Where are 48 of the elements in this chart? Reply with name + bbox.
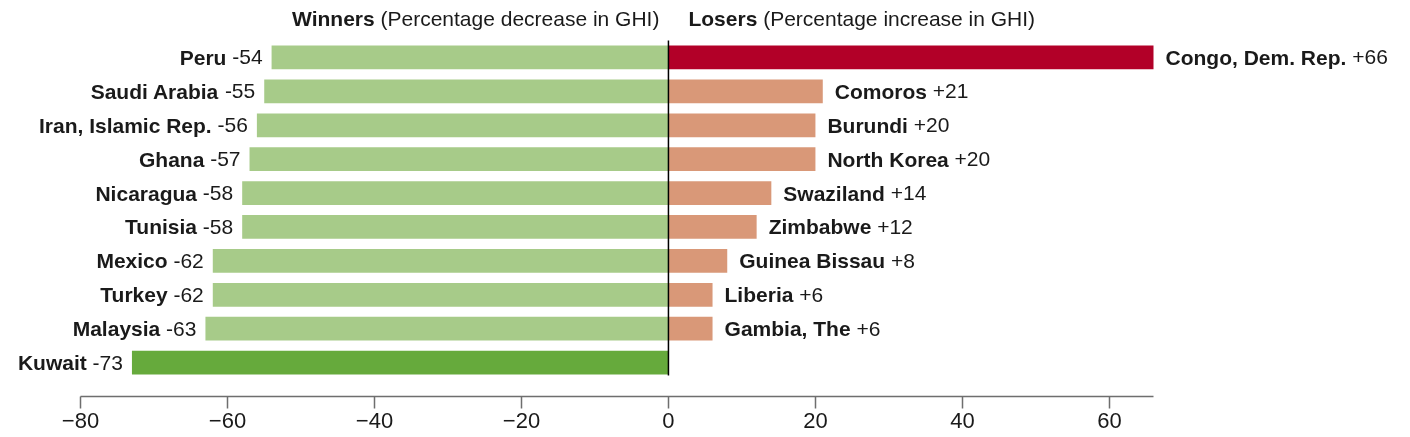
x-tick-label: −80 <box>61 407 100 433</box>
data-label: Turkey -62 <box>100 282 204 307</box>
bar <box>271 45 669 70</box>
data-label: Swaziland +14 <box>783 181 927 205</box>
data-label: Burundi +20 <box>827 113 950 137</box>
bar <box>668 45 1154 70</box>
data-label: Nicaragua -58 <box>95 181 234 205</box>
bar <box>256 113 669 138</box>
bar <box>212 282 669 307</box>
data-label: Kuwait -73 <box>17 350 123 375</box>
data-label: Mexico -62 <box>96 248 204 273</box>
bar <box>242 215 669 239</box>
bar <box>668 113 816 138</box>
data-label: Zimbabwe +12 <box>768 214 913 239</box>
x-tick-label: −40 <box>355 407 394 433</box>
bar <box>264 79 669 104</box>
bar <box>668 181 772 205</box>
data-label: Gambia, The +6 <box>724 316 881 341</box>
bar <box>212 249 669 273</box>
data-label: Liberia +6 <box>724 282 824 307</box>
bar <box>668 249 728 273</box>
x-tick-label: 60 <box>1097 407 1122 433</box>
data-label: Malaysia -63 <box>72 316 197 341</box>
x-tick-label: −20 <box>502 407 541 433</box>
x-tick-label: −60 <box>208 407 247 433</box>
data-label: Peru -54 <box>179 45 263 69</box>
x-tick-label: 20 <box>803 407 828 433</box>
bar <box>249 147 669 172</box>
data-label: Guinea Bissau +8 <box>739 248 915 273</box>
x-tick-label: 0 <box>662 407 675 433</box>
x-tick-label: 40 <box>950 407 975 433</box>
bar <box>668 215 757 239</box>
data-label: Tunisia -58 <box>125 214 234 239</box>
data-label: North Korea +20 <box>827 147 991 171</box>
data-label: Saudi Arabia -55 <box>90 79 256 103</box>
bar <box>131 350 669 375</box>
bar <box>668 316 713 341</box>
bar <box>668 282 713 307</box>
series-label: Winners (Percentage decrease in GHI) <box>292 6 660 30</box>
bar <box>205 316 669 341</box>
bar <box>668 79 823 104</box>
data-label: Comoros +21 <box>834 79 969 103</box>
bar <box>668 147 816 172</box>
bar <box>242 181 669 205</box>
data-label: Congo, Dem. Rep. +66 <box>1165 45 1388 69</box>
data-label: Ghana -57 <box>139 147 241 171</box>
data-label: Iran, Islamic Rep. -56 <box>38 113 248 137</box>
series-label: Losers (Percentage increase in GHI) <box>688 6 1036 30</box>
